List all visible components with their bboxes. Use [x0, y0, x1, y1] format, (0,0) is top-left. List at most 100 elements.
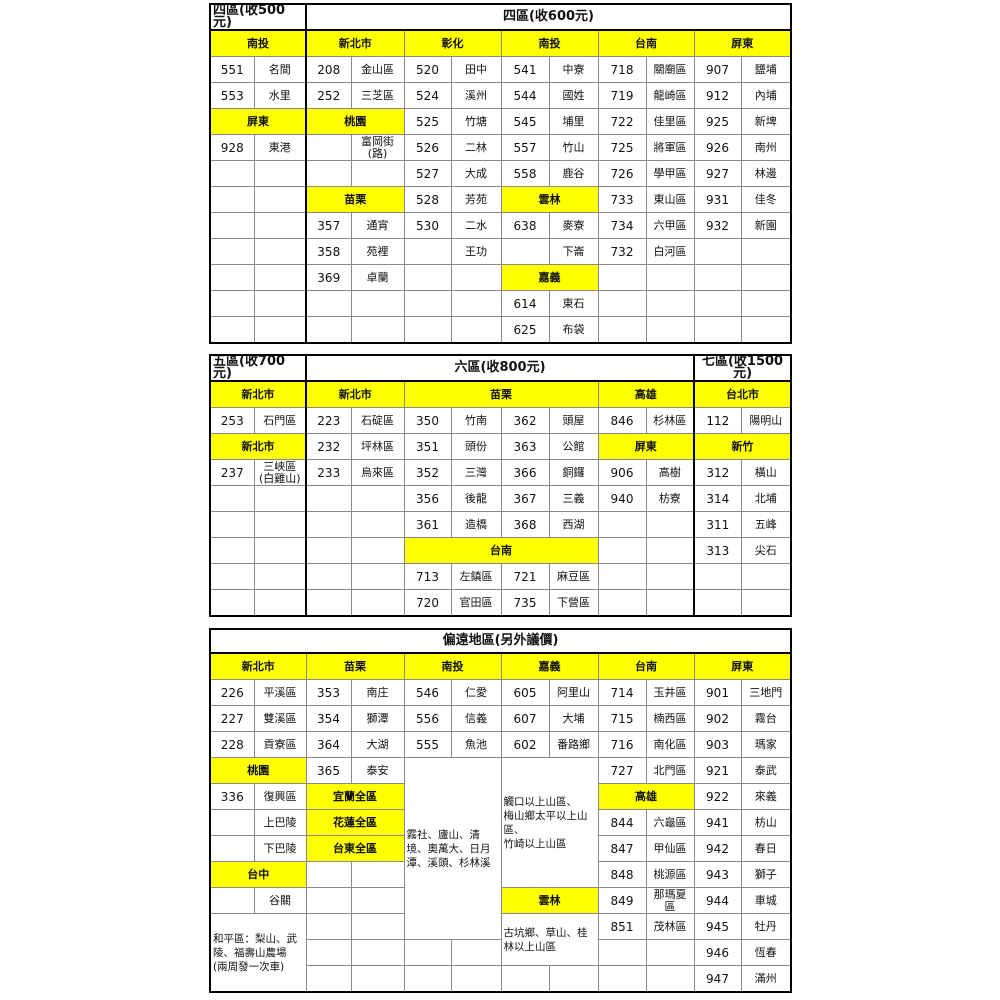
empty-cell: [740, 563, 792, 590]
district-name: 仁愛: [450, 679, 502, 706]
district-name: 南庄: [350, 679, 405, 706]
district-name: 陽明山: [740, 407, 792, 434]
empty-cell: [305, 965, 352, 993]
region-header: 高雄: [597, 380, 695, 408]
postal-code: 944: [693, 887, 742, 914]
postal-code: 722: [597, 108, 647, 135]
empty-cell: [305, 861, 352, 888]
district-name: 番路鄉: [548, 731, 599, 758]
district-name: 獅子: [740, 861, 792, 888]
postal-code: 946: [693, 939, 742, 966]
district-name: 下崙: [548, 238, 599, 265]
postal-code: 553: [209, 82, 255, 109]
empty-cell: [693, 264, 742, 291]
postal-code: 846: [597, 407, 647, 434]
empty-cell: [597, 290, 647, 317]
district-name: 桃源區: [645, 861, 695, 888]
area-note: 和平區：梨山、武 陵、福壽山農場 (兩周發一次車): [209, 913, 307, 993]
postal-code: 208: [305, 56, 352, 83]
empty-cell: [645, 589, 695, 617]
postal-code: 312: [693, 459, 742, 486]
region-header: 屏東: [209, 108, 307, 135]
empty-cell: [209, 887, 255, 914]
empty-cell: [305, 485, 352, 512]
postal-code: 525: [403, 108, 452, 135]
empty-cell: [305, 316, 352, 344]
postal-code: 237: [209, 459, 255, 486]
empty-cell: [548, 965, 599, 993]
empty-cell: [740, 290, 792, 317]
district-name: 造橋: [450, 511, 502, 538]
postal-code: 614: [500, 290, 550, 317]
district-name: 五峰: [740, 511, 792, 538]
postal-code: 351: [403, 433, 452, 460]
empty-cell: [693, 563, 742, 590]
region-header: 苗栗: [403, 380, 599, 408]
empty-cell: [253, 290, 307, 317]
postal-code: 365: [305, 757, 352, 784]
empty-cell: [645, 511, 695, 538]
postal-code: 336: [209, 783, 255, 810]
postal-code: 530: [403, 212, 452, 239]
empty-cell: [645, 965, 695, 993]
district-name: 金山區: [350, 56, 405, 83]
table-row: 553 水里 252 三芝區 524 溪州 544 國姓 719 龍崎區 912 內埔: [209, 82, 792, 109]
empty-cell: [597, 589, 647, 617]
region-header: 苗栗: [305, 186, 405, 213]
district-name: 龍崎區: [645, 82, 695, 109]
table-row: 屏東 桃園 525 竹塘 545 埔里 722 佳里區 925 新埤: [209, 108, 792, 135]
postal-code: 367: [500, 485, 550, 512]
empty-cell: [693, 290, 742, 317]
district-name: 竹南: [450, 407, 502, 434]
empty-cell: [500, 238, 550, 265]
district-name: 公館: [548, 433, 599, 460]
district-name: 平溪區: [253, 679, 307, 706]
postal-code: 903: [693, 731, 742, 758]
district-name: 內埔: [740, 82, 792, 109]
postal-code: 520: [403, 56, 452, 83]
postal-code: 223: [305, 407, 352, 434]
postal-code: 363: [500, 433, 550, 460]
empty-cell: [740, 589, 792, 617]
postal-code: 945: [693, 913, 742, 940]
district-name: 霧台: [740, 705, 792, 732]
postal-code: 947: [693, 965, 742, 993]
postal-code: 545: [500, 108, 550, 135]
table-row: 527 大成 558 鹿谷 726 學甲區 927 林邊: [209, 160, 792, 187]
table-row: 237 三峽區 (白雞山) 233 烏來區 352 三灣 366 銅鑼 906 高樹 312 橫山: [209, 459, 792, 486]
postal-code: 112: [693, 407, 742, 434]
empty-cell: [740, 316, 792, 344]
postal-code: 558: [500, 160, 550, 187]
empty-cell: [253, 212, 307, 239]
zone-4-table: 四區(收500元) 四區(收600元) 南投 新北市 彰化 南投 台南 屏東 551 名間 208 金…: [209, 3, 792, 344]
table-row: 226 平溪區 353 南庄 546 仁愛 605 阿里山 714 玉井區 901 三地門: [209, 679, 792, 706]
postal-code: 928: [209, 134, 255, 161]
district-name: 王功: [450, 238, 502, 265]
area-note: 古坑鄉、草山、桂 林以上山區: [500, 913, 599, 966]
empty-cell: [350, 290, 405, 317]
district-name: 尖石: [740, 537, 792, 564]
district-name: 學甲區: [645, 160, 695, 187]
postal-code: 732: [597, 238, 647, 265]
postal-code: 232: [305, 433, 352, 460]
district-name: 頭屋: [548, 407, 599, 434]
title-row: 偏遠地區(另外議價): [209, 628, 792, 654]
region-header: 新北市: [305, 380, 405, 408]
district-name: 二林: [450, 134, 502, 161]
empty-cell: [645, 537, 695, 564]
empty-cell: [597, 511, 647, 538]
region-header: 屏東: [693, 652, 792, 680]
table-row: 947 滿州: [210, 965, 792, 993]
district-name: 新埤: [740, 108, 792, 135]
remote-area-table: 偏遠地區(另外議價) 新北市 苗栗 南投 嘉義 台南 屏東 226 平溪區 353 南庄 546 仁愛 6…: [209, 628, 793, 993]
empty-cell: [253, 264, 307, 291]
empty-cell: [253, 316, 307, 344]
table-row: 551 名間 208 金山區 520 田中 541 中寮 718 關廟區 907 鹽埔: [209, 56, 792, 83]
table-row: 227 雙溪區 354 獅潭 556 信義 607 大埔 715 楠西區 902 霧台: [209, 705, 792, 732]
district-name: 坪林區: [350, 433, 405, 460]
zone-title: 四區(收500元): [209, 3, 307, 31]
postal-code: 362: [500, 407, 550, 434]
postal-code: 733: [597, 186, 647, 213]
region-header: 台北市: [693, 380, 792, 408]
postal-code: 720: [403, 589, 452, 617]
